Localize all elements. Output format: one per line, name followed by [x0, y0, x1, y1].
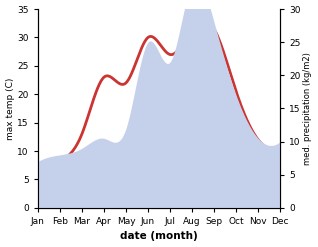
Y-axis label: max temp (C): max temp (C): [5, 77, 15, 140]
Y-axis label: med. precipitation (kg/m2): med. precipitation (kg/m2): [303, 52, 313, 165]
X-axis label: date (month): date (month): [120, 231, 198, 242]
